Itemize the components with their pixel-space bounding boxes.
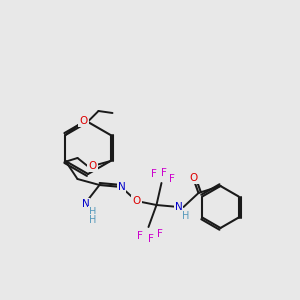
- Text: F: F: [136, 231, 142, 241]
- Text: F: F: [157, 229, 162, 239]
- Text: O: O: [132, 196, 141, 206]
- Text: N: N: [175, 202, 182, 212]
- Text: N: N: [118, 182, 125, 192]
- Text: H: H: [89, 207, 96, 217]
- Text: N: N: [82, 199, 89, 209]
- Text: F: F: [160, 168, 166, 178]
- Text: F: F: [151, 169, 156, 179]
- Text: F: F: [169, 174, 174, 184]
- Text: H: H: [89, 215, 96, 225]
- Text: F: F: [148, 234, 153, 244]
- Text: H: H: [182, 211, 189, 221]
- Text: O: O: [88, 161, 97, 171]
- Text: O: O: [189, 173, 198, 183]
- Text: O: O: [80, 116, 88, 126]
